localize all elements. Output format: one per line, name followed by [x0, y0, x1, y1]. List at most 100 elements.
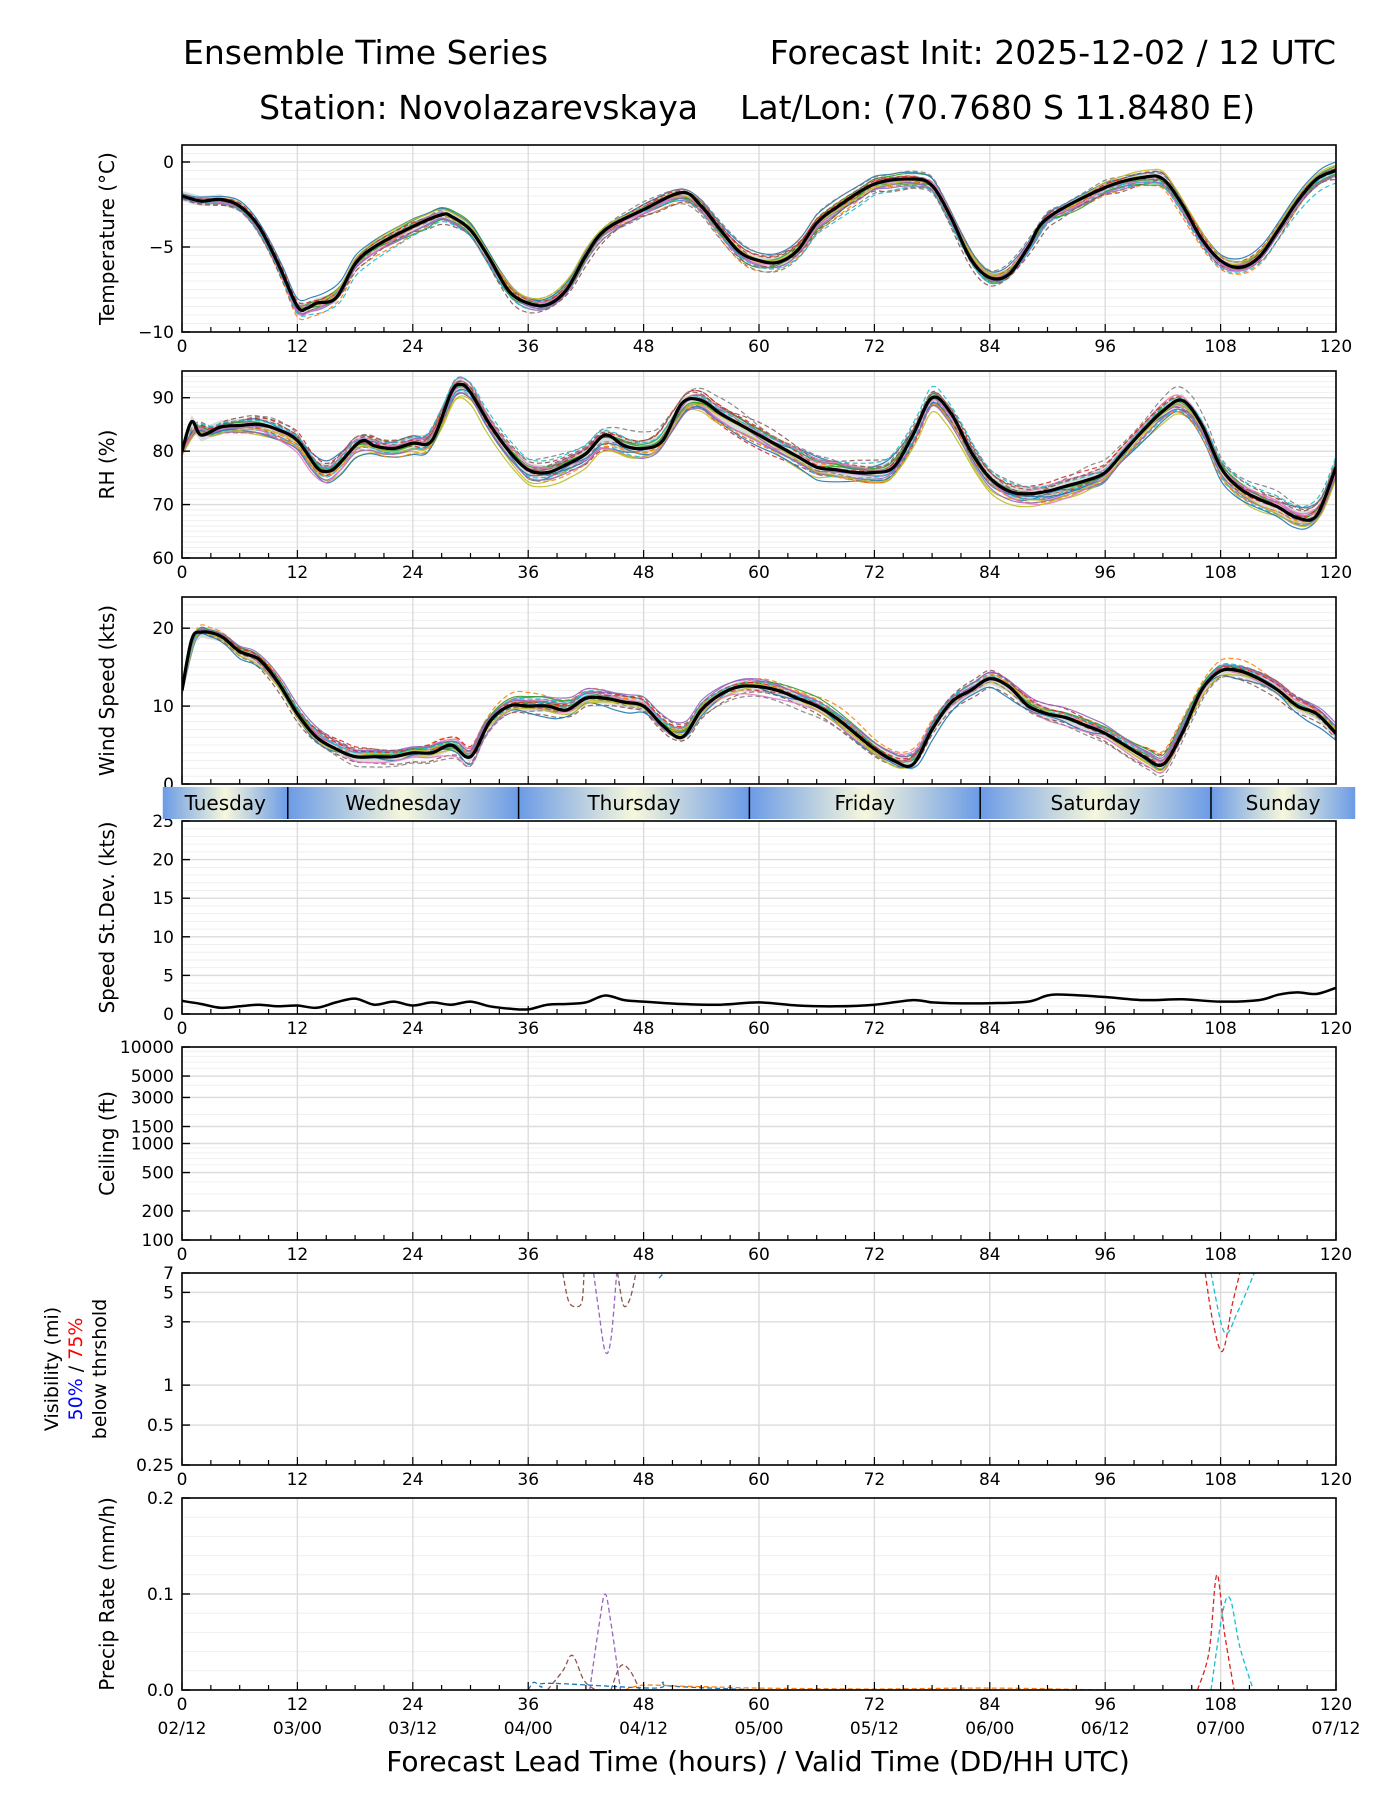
- ensemble-member-line: [182, 631, 1336, 774]
- valid-time-label: 02/12: [158, 1719, 207, 1739]
- series-line-member-brown-2: [610, 1664, 641, 1690]
- y-tick-label: 90: [152, 389, 174, 409]
- valid-time-label: 03/12: [388, 1719, 437, 1739]
- x-tick-label: 24: [402, 1470, 424, 1490]
- panel-rh: 60 70 80 90 0 12 24 36 48 60 72 84 96 108 120 RH (%): [95, 370, 1352, 583]
- y-tick-label: 0: [163, 153, 174, 173]
- y-tick-label: 7: [163, 1264, 174, 1284]
- valid-time-label: 04/12: [619, 1719, 668, 1739]
- x-tick-label: 108: [1204, 337, 1236, 357]
- x-tick-label: 0: [177, 1695, 188, 1715]
- series-line-member-cyan: [1210, 1595, 1254, 1690]
- y-tick-label: 0.2: [147, 1489, 174, 1509]
- plot-area: [182, 161, 1336, 321]
- x-tick-label: 24: [402, 337, 424, 357]
- plot-area: [182, 624, 1336, 778]
- x-tick-label: 24: [402, 1019, 424, 1039]
- x-tick-label: 48: [633, 337, 655, 357]
- x-tick-label: 24: [402, 563, 424, 583]
- x-tick-label: 12: [287, 337, 309, 357]
- y-tick-label: 1000: [131, 1135, 174, 1155]
- x-tick-label: 120: [1320, 1470, 1352, 1490]
- x-tick-label: 36: [517, 1245, 539, 1265]
- x-tick-label: 120: [1320, 563, 1352, 583]
- plot-area: [562, 1273, 1255, 1355]
- x-tick-label: 96: [1094, 1245, 1116, 1265]
- y-tick-label: 20: [152, 619, 174, 639]
- x-tick-label: 72: [864, 1470, 886, 1490]
- valid-time-label: 05/00: [735, 1719, 784, 1739]
- x-tick-label: 36: [517, 563, 539, 583]
- x-tick-label: 12: [287, 1019, 309, 1039]
- ensemble-member-line: [182, 178, 1336, 316]
- y-tick-label: 0: [163, 775, 174, 795]
- x-tick-label: 96: [1094, 563, 1116, 583]
- y-tick-label: 0.0: [147, 1681, 174, 1701]
- vis-sep: /: [65, 1360, 87, 1378]
- x-tick-label: 24: [402, 1695, 424, 1715]
- y-tick-label: 20: [152, 851, 174, 871]
- valid-time-label: 06/12: [1081, 1719, 1130, 1739]
- panel-wind_speed: 0 10 20 Wind Speed (kts): [95, 596, 1337, 795]
- x-tick-label: 36: [517, 1019, 539, 1039]
- valid-time-label: 05/12: [850, 1719, 899, 1739]
- x-tick-label: 108: [1204, 1695, 1236, 1715]
- y-axis-label: RH (%): [95, 430, 119, 500]
- x-tick-label: 108: [1204, 1470, 1236, 1490]
- y-tick-label: 3000: [131, 1088, 174, 1108]
- valid-time-label: 07/00: [1196, 1719, 1245, 1739]
- series-line-member-blue: [527, 1681, 760, 1690]
- x-tick-label: 24: [402, 1245, 424, 1265]
- ensemble-member-line: [182, 392, 1336, 523]
- ensemble-member-line: [182, 173, 1336, 309]
- x-tick-label: 0: [177, 563, 188, 583]
- y-axis-label: Precip Rate (mm/h): [95, 1497, 119, 1691]
- x-tick-label: 72: [864, 1695, 886, 1715]
- x-tick-label: 84: [979, 337, 1001, 357]
- x-tick-label: 120: [1320, 1695, 1352, 1715]
- plot-area: [182, 376, 1336, 530]
- y-tick-label: −10: [138, 323, 174, 343]
- x-tick-label: 60: [748, 1019, 770, 1039]
- panel-visibility: 0.25 0.5 1 3 57 0 12 24 36 48 60 72 84 96 108 120 Visibi…: [41, 1264, 1352, 1490]
- x-tick-label: 48: [633, 1245, 655, 1265]
- x-tick-label: 120: [1320, 1245, 1352, 1265]
- y-axis-label: Visibility (mi): [41, 1307, 63, 1431]
- y-tick-label: 0.25: [136, 1456, 174, 1476]
- x-tick-label: 84: [979, 1245, 1001, 1265]
- x-tick-label: 60: [748, 563, 770, 583]
- day-cell-thursday: [518, 787, 750, 819]
- ensemble-member-line: [182, 376, 1336, 509]
- x-tick-label: 72: [864, 1245, 886, 1265]
- series-line-member-blue: [658, 1273, 665, 1279]
- ensemble-mean-line: [182, 382, 1336, 522]
- y-tick-label: 10000: [120, 1038, 174, 1058]
- y-tick-label: 80: [152, 442, 174, 462]
- x-tick-label: 60: [748, 1245, 770, 1265]
- ensemble-mean-line: [182, 630, 1336, 769]
- plot-area: [527, 1574, 1254, 1690]
- series-line-member-red: [1196, 1574, 1235, 1690]
- series-line-member-brown: [546, 1654, 596, 1690]
- x-tick-label: 36: [517, 337, 539, 357]
- latlon-label: Lat/Lon: (70.7680 S 11.8480 E): [740, 88, 1255, 127]
- y-tick-label: 0.5: [147, 1416, 174, 1436]
- series-line-member-brown-2: [616, 1273, 637, 1308]
- y-tick-label: 0.1: [147, 1585, 174, 1605]
- y-tick-label: 70: [152, 496, 174, 516]
- series-line-member-purple: [592, 1273, 618, 1355]
- x-tick-label: 108: [1204, 563, 1236, 583]
- panel-temperature: 0−5−100 12 24 36 48 60 72 84 96 108 120Temperature…: [95, 144, 1352, 357]
- x-tick-label: 108: [1204, 1019, 1236, 1039]
- ensemble-member-line: [182, 176, 1336, 314]
- ensemble-member-line: [182, 630, 1336, 772]
- x-tick-label: 36: [517, 1695, 539, 1715]
- x-tick-label: 48: [633, 1470, 655, 1490]
- ensemble-member-line: [182, 631, 1336, 778]
- x-tick-label: 96: [1094, 1695, 1116, 1715]
- x-tick-label: 36: [517, 1470, 539, 1490]
- x-tick-label: 0: [177, 1245, 188, 1265]
- x-tick-label: 108: [1204, 1245, 1236, 1265]
- valid-time-label: 06/00: [965, 1719, 1014, 1739]
